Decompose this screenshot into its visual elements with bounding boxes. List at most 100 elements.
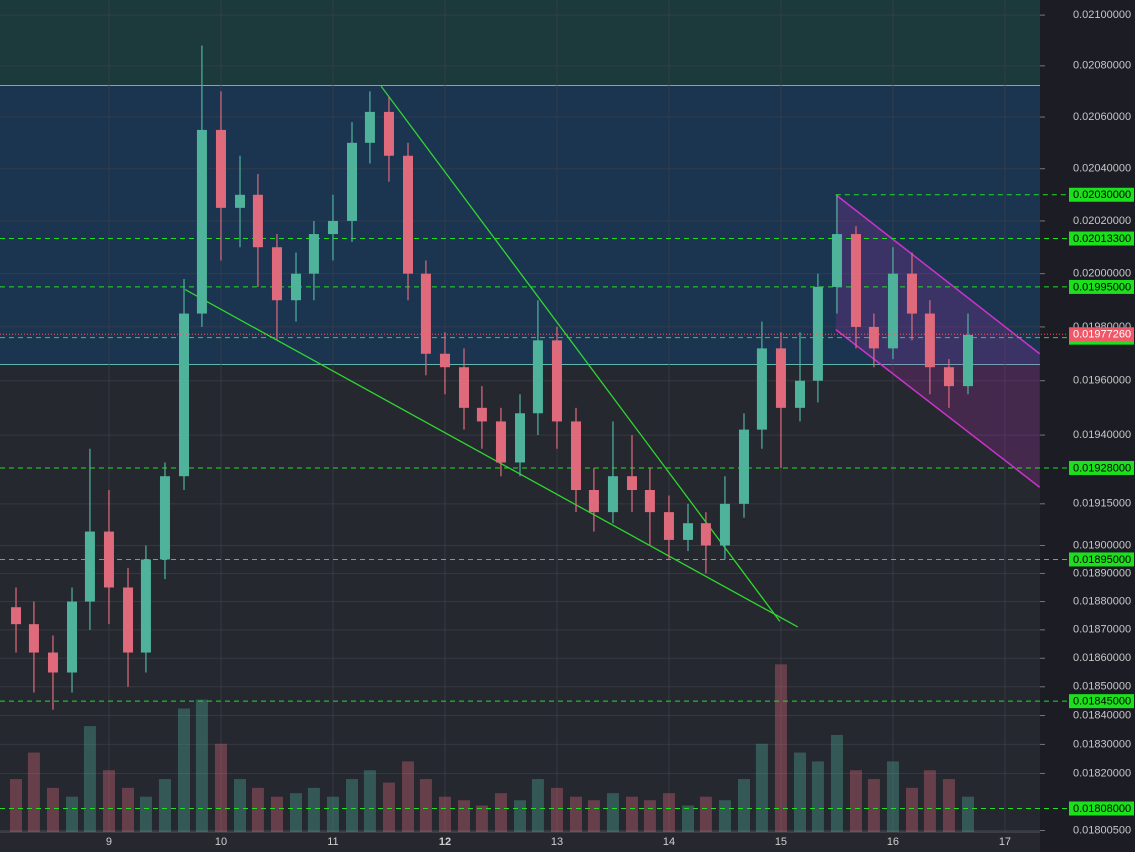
volume-bar (195, 699, 208, 832)
candle-body (196, 129, 207, 314)
volume-bar (961, 796, 974, 832)
y-tick-label: 0.01830000 (1073, 738, 1131, 750)
candle-body (719, 503, 730, 546)
candle-body (364, 111, 375, 143)
level-label-box (1069, 552, 1134, 567)
candle-body (551, 340, 562, 422)
level-label: 0.01995000 (1073, 281, 1131, 293)
x-tick-label: 13 (551, 836, 563, 848)
volume-bar (382, 782, 395, 832)
volume-bar (83, 726, 96, 832)
volume-bar (531, 779, 544, 832)
candle-body (476, 407, 487, 422)
volume-bar (550, 787, 563, 832)
volume-bar (867, 779, 880, 832)
volume-bar (923, 770, 936, 832)
volume-bar (905, 787, 918, 832)
volume-bar (251, 787, 264, 832)
candle-body (383, 111, 394, 156)
volume-bar (793, 752, 806, 832)
candle-body (868, 326, 879, 349)
volume-bar (27, 752, 40, 832)
candle-body (291, 273, 302, 301)
candle-body (831, 234, 842, 287)
candle-body (850, 234, 861, 327)
volume-bar (139, 796, 152, 832)
y-tick-label: 0.01890000 (1073, 567, 1131, 579)
y-tick-label: 0.01820000 (1073, 767, 1131, 779)
candle-body (682, 523, 693, 540)
volume-bar (158, 779, 171, 832)
level-label: 0.02030000 (1073, 189, 1131, 201)
volume-bar (681, 805, 694, 832)
y-tick-label: 0.01915000 (1073, 498, 1131, 510)
volume-bar (270, 796, 283, 832)
volume-bar (587, 800, 600, 832)
candle-body (84, 531, 95, 602)
candle-body (924, 313, 935, 368)
candle-body (47, 652, 58, 673)
candle-body (887, 273, 898, 349)
candle-body (812, 286, 823, 381)
y-tick-label: 0.02080000 (1073, 60, 1131, 72)
volume-bar (402, 761, 415, 832)
candle-body (570, 421, 581, 490)
candle-body (215, 129, 226, 208)
candle-body (140, 559, 151, 653)
candle-body (532, 340, 543, 414)
volume-bar (307, 787, 320, 832)
volume-bar (66, 796, 79, 832)
channel-line (835, 329, 1041, 488)
volume-bar (643, 800, 656, 832)
volume-bar (942, 779, 955, 832)
volume-bar (886, 761, 899, 832)
volume-bar (102, 770, 115, 832)
volume-bar (458, 800, 471, 832)
x-tick-label: 12 (439, 836, 451, 848)
zone (0, 0, 1040, 86)
level-label-box (1069, 187, 1134, 202)
last-price-label: 0.01977260 (1073, 329, 1131, 341)
y-tick-label: 0.01800500 (1073, 824, 1131, 836)
volume-bar (699, 796, 712, 832)
level-label: 0.01808000 (1073, 803, 1131, 815)
level-label: 0.01845000 (1073, 696, 1131, 708)
candle-body (794, 380, 805, 408)
trendline (184, 289, 799, 628)
x-tick-label: 9 (106, 836, 112, 848)
channel-fill (835, 194, 1040, 488)
volume-bar (849, 770, 862, 832)
candle-body (28, 624, 39, 653)
candle-body (403, 155, 414, 274)
trendline (380, 85, 781, 622)
candle-body (495, 421, 506, 463)
candle-body (123, 587, 134, 653)
volume-bar (475, 805, 488, 832)
volume-bar (718, 800, 731, 832)
candle-body (644, 489, 655, 513)
y-tick-label: 0.01870000 (1073, 624, 1131, 636)
price-axis-panel (1040, 0, 1135, 852)
y-tick-label: 0.01860000 (1073, 652, 1131, 664)
x-tick-label: 14 (663, 836, 675, 848)
level-label: 0.01895000 (1073, 554, 1131, 566)
volume-bar (830, 734, 843, 832)
candle-body (420, 273, 431, 354)
candle-body (700, 523, 711, 546)
last-price-box (1069, 327, 1134, 342)
level-label: 0.01928000 (1073, 462, 1131, 474)
volume-bar (514, 800, 526, 832)
candle-body (962, 334, 973, 387)
y-tick-label: 0.02060000 (1073, 111, 1131, 123)
y-tick-label: 0.02040000 (1073, 163, 1131, 175)
volume-bar (606, 793, 619, 832)
y-tick-label: 0.02000000 (1073, 268, 1131, 280)
y-tick-label: 0.01850000 (1073, 681, 1131, 693)
level-label: 0.02013300 (1073, 233, 1131, 245)
volume-bar (234, 779, 247, 832)
level-label-box (1069, 231, 1134, 246)
candle-body (775, 348, 786, 408)
volume-bar (438, 796, 451, 832)
zone (0, 85, 1040, 365)
candle-body (179, 313, 190, 477)
